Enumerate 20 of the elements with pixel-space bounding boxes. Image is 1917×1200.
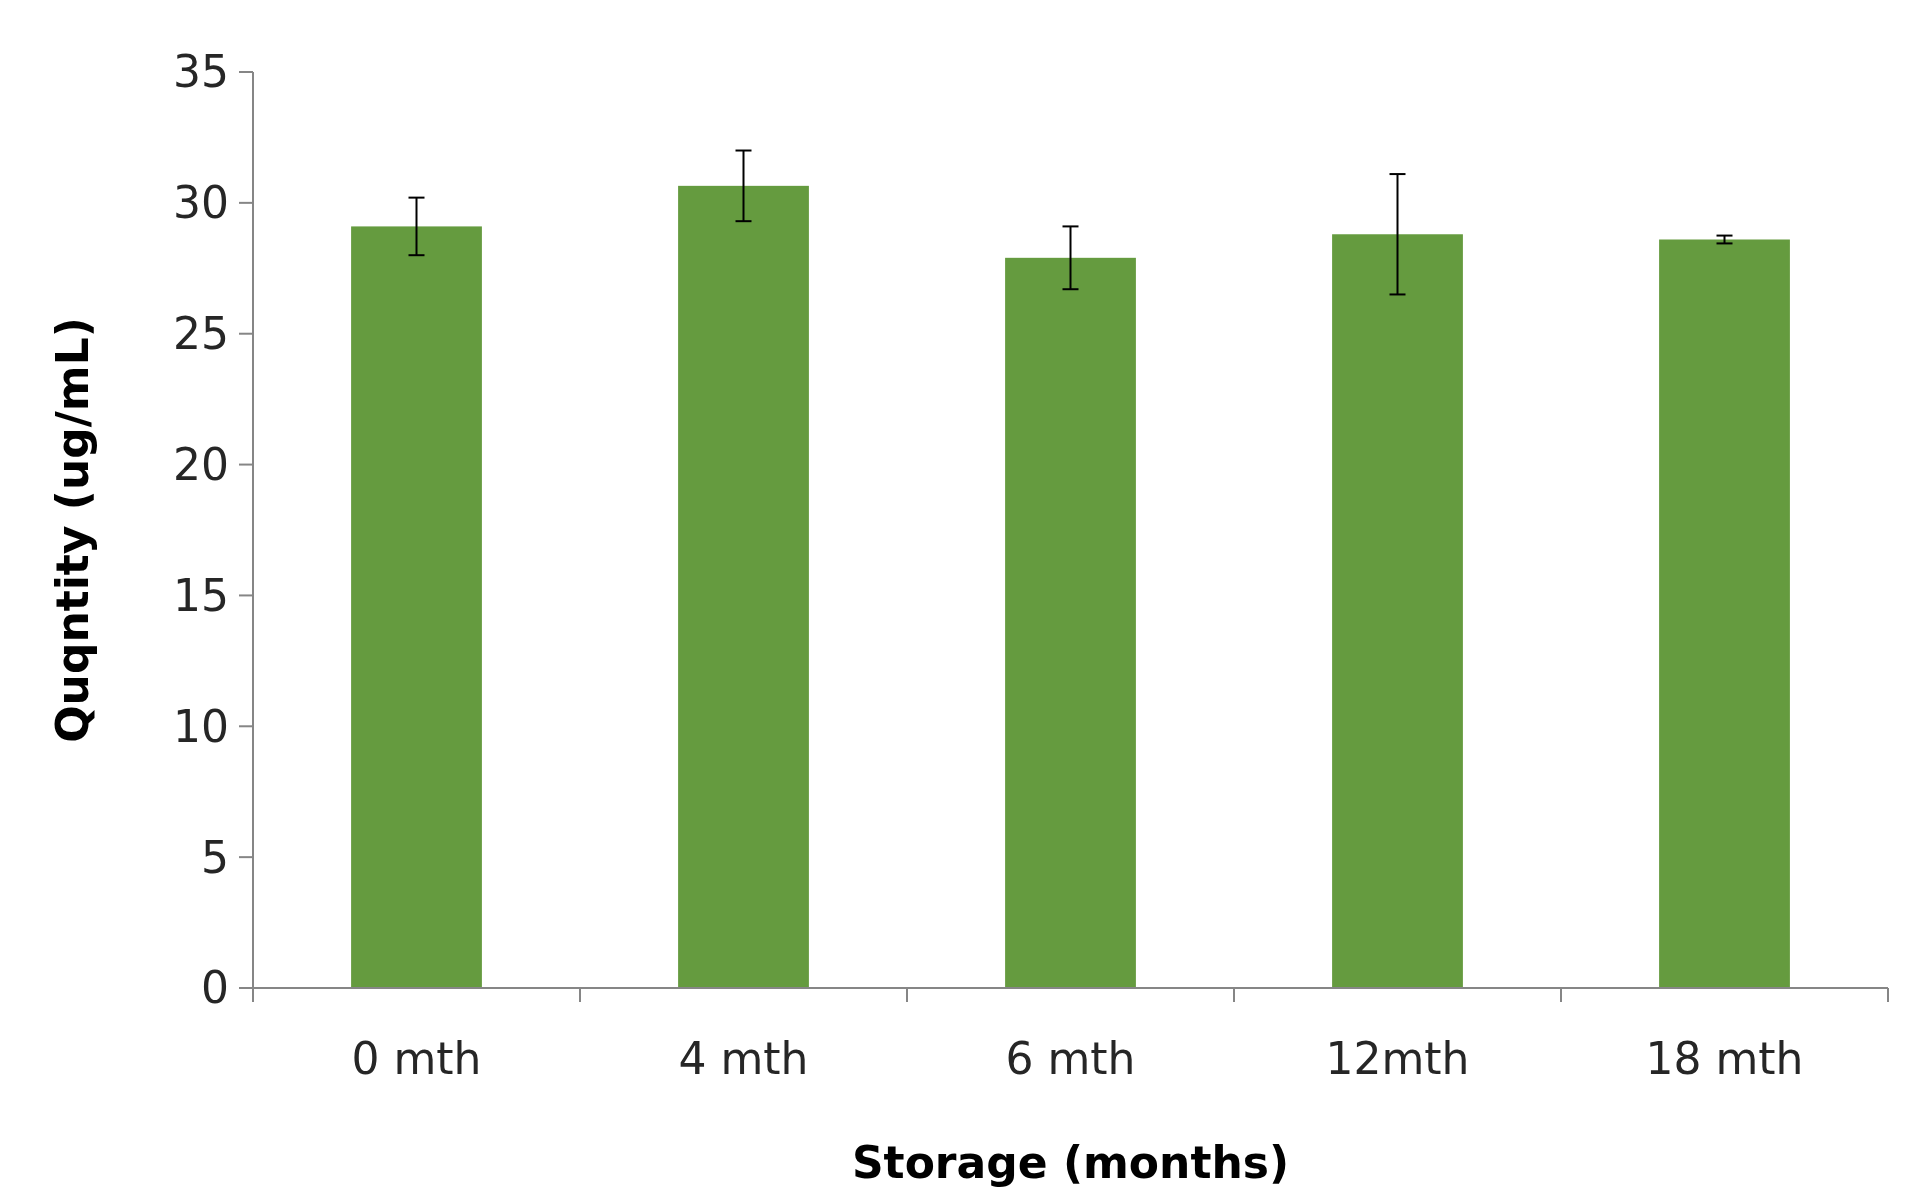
y-tick-label: 35	[173, 46, 229, 98]
x-tick-label: 6 mth	[1005, 1033, 1136, 1084]
bar	[1659, 239, 1790, 988]
x-tick-label: 4 mth	[678, 1033, 809, 1084]
y-tick-label: 15	[173, 569, 229, 621]
bar	[351, 226, 482, 988]
y-tick-label: 5	[201, 831, 229, 883]
x-tick-label: 0 mth	[351, 1033, 482, 1084]
y-axis-title: Quqntity (ug/mL)	[47, 317, 98, 743]
bar	[678, 185, 809, 988]
bar	[1332, 234, 1463, 988]
x-tick-label: 18 mth	[1645, 1033, 1804, 1084]
x-axis-title: Storage (months)	[851, 1137, 1290, 1188]
y-tick-label: 20	[173, 438, 229, 490]
y-tick-label: 10	[173, 700, 229, 752]
y-tick-label: 0	[201, 962, 229, 1014]
x-tick-label: 12mth	[1325, 1033, 1470, 1084]
y-tick-label: 30	[173, 177, 229, 229]
y-tick-label: 25	[173, 308, 229, 360]
bar	[1005, 257, 1136, 988]
